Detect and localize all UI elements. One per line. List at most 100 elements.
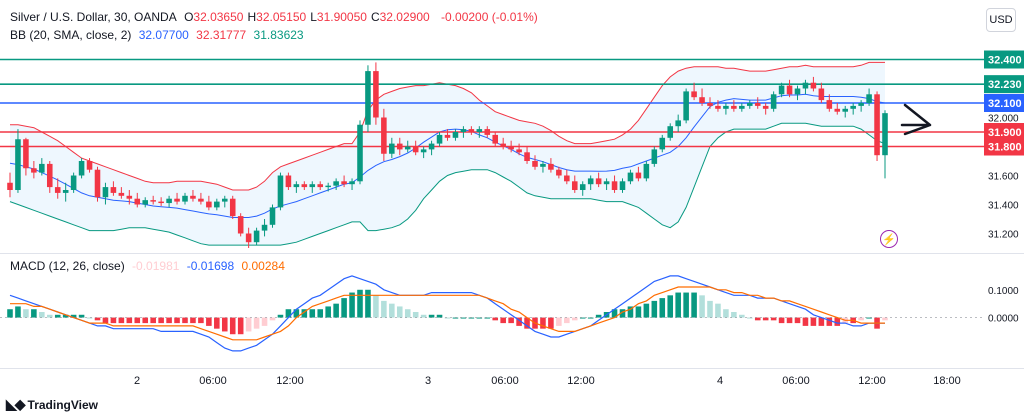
- macd-histogram-bar: [762, 317, 769, 321]
- candle-body: [309, 184, 316, 188]
- time-tick-6: 4: [717, 375, 723, 387]
- candle-body: [627, 172, 634, 182]
- candle-body: [532, 161, 538, 167]
- macd-histogram-bar: [778, 317, 785, 324]
- level-tag-4: [984, 137, 1024, 156]
- level-label-1: 32.230: [988, 79, 1022, 91]
- macd-histogram-bar: [476, 317, 483, 319]
- candle-body: [874, 94, 880, 156]
- price-tick-1: 31.600: [988, 172, 1019, 183]
- candle-body: [484, 129, 491, 135]
- candle-body: [341, 181, 347, 185]
- candle-body: [357, 124, 363, 182]
- candle-body: [54, 187, 61, 193]
- candle-body: [802, 82, 809, 89]
- level-label-3: 31.900: [988, 127, 1022, 139]
- macd-histogram-bar: [691, 292, 697, 318]
- level-label-4: 31.800: [988, 142, 1022, 154]
- macd-histogram-bar: [484, 317, 491, 319]
- macd-histogram-bar: [659, 298, 666, 318]
- macd-histogram-bar: [333, 303, 339, 318]
- macd-histogram-bar: [158, 317, 164, 324]
- ohlc-values: O32.03650 H32.05150 L31.90050 C32.02900: [184, 10, 434, 24]
- macd-histogram-bar: [611, 309, 618, 318]
- ohlc-value-l: 31.90050: [316, 10, 367, 24]
- macd-signal-value: 0.00284: [241, 259, 285, 273]
- ohlc-key-h: H: [247, 10, 257, 24]
- candle-body: [754, 103, 761, 106]
- currency-button[interactable]: USD: [986, 8, 1016, 32]
- change-value: -0.00200 (-0.01%): [441, 10, 538, 24]
- candle-body: [508, 146, 514, 150]
- price-tick-3: 31.200: [988, 230, 1019, 241]
- candle-body: [150, 200, 156, 202]
- candle-body: [850, 105, 856, 109]
- macd-histogram-bar: [524, 317, 530, 329]
- logo-text: TradingView: [27, 397, 99, 412]
- level-tag-0: [984, 50, 1024, 69]
- macd-histogram-bar: [643, 303, 650, 318]
- macd-histogram-bar: [62, 314, 69, 318]
- ohlc-value-o: 32.03650: [193, 10, 244, 24]
- macd-histogram-bar: [420, 314, 427, 318]
- candle-body: [770, 94, 777, 109]
- time-tick-0: 2: [134, 375, 140, 387]
- macd-histogram-bar: [826, 317, 833, 326]
- candle-body: [198, 198, 204, 202]
- candle-body: [277, 175, 284, 208]
- candle-body: [158, 201, 164, 204]
- candle-body: [285, 175, 292, 188]
- candle-body: [62, 190, 69, 193]
- candle-body: [587, 178, 594, 185]
- macd-histogram-bar: [707, 300, 713, 318]
- macd-histogram-bar: [261, 317, 268, 326]
- time-tick-8: 12:00: [858, 375, 886, 387]
- macd-histogram-bar: [102, 317, 109, 324]
- candle-body: [94, 169, 101, 198]
- candle-body: [675, 120, 681, 127]
- candle-body: [611, 181, 618, 190]
- candle-body: [667, 126, 674, 138]
- candle-body: [404, 146, 411, 150]
- macd-histogram-bar: [699, 295, 705, 318]
- macd-histogram-bar: [786, 317, 793, 324]
- candle-body: [635, 172, 642, 179]
- macd-histogram-bar: [166, 317, 172, 324]
- macd-histogram-bar: [309, 309, 316, 318]
- candle-body: [23, 139, 29, 169]
- macd-histogram-bar: [381, 300, 387, 318]
- macd-histogram-bar: [492, 317, 499, 321]
- macd-histogram-bar: [118, 317, 125, 324]
- macd-histogram-bar: [595, 314, 602, 318]
- macd-histogram-bar: [190, 317, 196, 324]
- macd-histogram-bar: [866, 317, 872, 319]
- level-tag-3: [984, 123, 1024, 141]
- macd-histogram-bar: [31, 309, 37, 318]
- candle-body: [269, 207, 276, 225]
- macd-histogram-bar: [667, 295, 674, 318]
- macd-histogram-bar: [556, 317, 562, 326]
- candle-body: [118, 192, 125, 196]
- macd-histogram-bar: [460, 317, 467, 319]
- candle-body: [476, 129, 483, 132]
- tradingview-logo[interactable]: ◣◆ TradingView: [6, 396, 98, 413]
- macd-histogram-bar: [540, 317, 546, 329]
- macd-histogram-bar: [452, 317, 459, 319]
- bb-label: BB (20, SMA, close, 2): [10, 28, 132, 42]
- lightning-icon[interactable]: ⚡: [880, 230, 898, 248]
- time-tick-5: 12:00: [567, 375, 595, 387]
- candle-body: [396, 143, 403, 150]
- arrow-annotation: [900, 103, 932, 136]
- macd-histogram-bar: [142, 317, 149, 324]
- macd-legend: MACD (12, 26, close) -0.01981 -0.01698 0…: [10, 259, 289, 273]
- pane-separator[interactable]: [0, 253, 1024, 254]
- bb-fill: [10, 62, 885, 246]
- macd-histogram-bar: [428, 314, 435, 318]
- bb-basis-value: 32.07700: [138, 28, 189, 42]
- macd-histogram-bar: [46, 314, 53, 318]
- ohlc-value-c: 32.02900: [379, 10, 430, 24]
- macd-histogram-bar: [412, 312, 419, 318]
- candle-body: [134, 198, 141, 205]
- macd-histogram-bar: [206, 317, 212, 326]
